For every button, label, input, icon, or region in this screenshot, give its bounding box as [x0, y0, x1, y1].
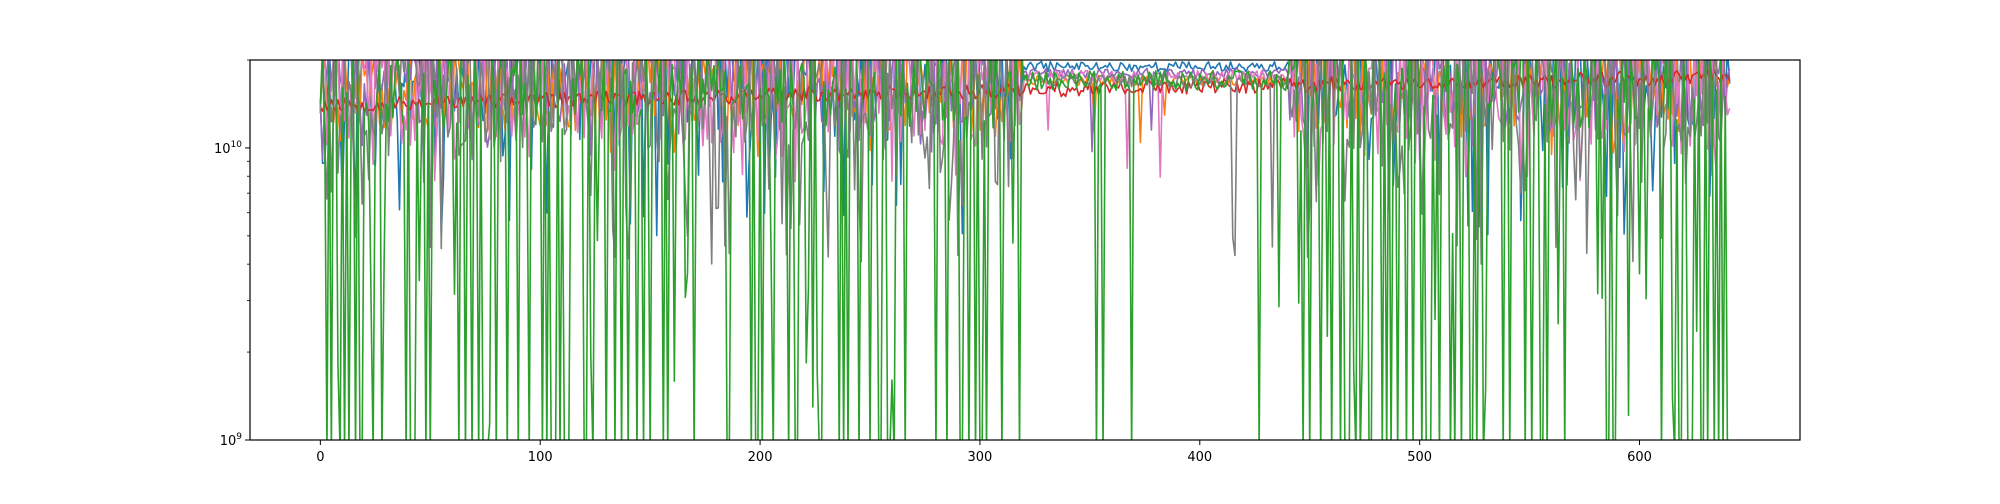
x-tick-label: 100	[528, 450, 553, 465]
x-tick-label: 0	[316, 450, 324, 465]
x-tick-label: 300	[968, 450, 993, 465]
series-line	[319, 60, 1729, 440]
y-axis: 109 1010	[214, 59, 250, 449]
x-tick-label: 200	[748, 450, 773, 465]
series-line	[319, 60, 1731, 237]
x-tick-label: 500	[1407, 450, 1432, 465]
x-tick-label: 400	[1187, 450, 1212, 465]
x-axis: 0 100 200 300 400 500 600	[316, 440, 1652, 465]
series-layer	[319, 60, 1731, 440]
y-tick-label: 109	[220, 432, 243, 449]
plot-frame	[249, 59, 1801, 441]
y-tick-label: 1010	[214, 140, 242, 157]
x-tick-label: 600	[1627, 450, 1652, 465]
